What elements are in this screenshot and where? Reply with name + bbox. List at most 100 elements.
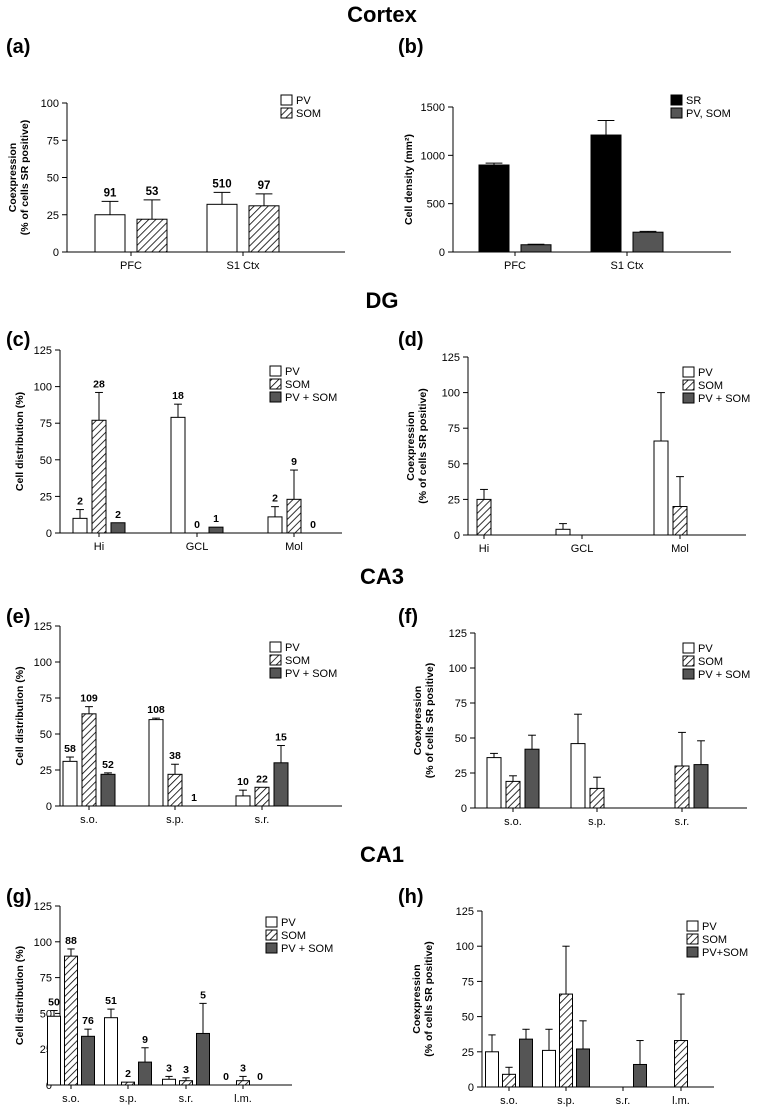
x-tick-label: s.o. [504, 816, 522, 828]
y-tick-label: 25 [47, 210, 59, 222]
bar [47, 1015, 61, 1086]
x-tick-label: S1 Ctx [226, 260, 260, 272]
data-label: 0 [310, 519, 316, 531]
legend-swatch [682, 392, 695, 404]
legend-entry: PV + SOM [698, 669, 750, 681]
legend-swatch [682, 668, 695, 680]
y-tick-label: 100 [34, 657, 52, 669]
legend-swatch [682, 642, 695, 654]
x-tick-label: l.m. [672, 1095, 690, 1107]
legend-entry: SOM [281, 930, 306, 942]
y-tick-label: 0 [53, 247, 59, 259]
section-title-cortex: Cortex [347, 2, 417, 27]
x-tick-label: l.m. [234, 1093, 252, 1105]
data-label: 2 [77, 496, 83, 508]
bar [94, 214, 126, 253]
legend-swatch [265, 942, 278, 954]
bar [162, 1078, 176, 1086]
bar [138, 1061, 152, 1086]
bar [91, 419, 107, 534]
bar [100, 773, 116, 807]
bar [485, 1051, 499, 1088]
data-label: 3 [183, 1064, 189, 1076]
data-label: 2 [272, 493, 278, 505]
legend-entry: PV [702, 921, 717, 933]
data-label: 9 [291, 456, 297, 468]
bar [254, 786, 270, 807]
data-label: 109 [80, 693, 98, 705]
bar [62, 760, 78, 807]
legend-entry: PV [698, 367, 713, 379]
legend-swatch [265, 929, 278, 941]
y-tick-label: 125 [34, 345, 52, 357]
legend-entry: SOM [296, 108, 321, 120]
y-tick-label: 25 [462, 1047, 474, 1059]
y-tick-label: 0 [468, 1082, 474, 1094]
data-label: 97 [258, 180, 271, 192]
data-label: 22 [256, 773, 268, 785]
chart-b: (b) 0 500 1000 1500 Cell density (mm²) PFC S1 C… [398, 36, 731, 272]
legend-swatch [682, 379, 695, 391]
bar [235, 795, 251, 807]
y-axis-label: Coexpression [412, 686, 424, 755]
chart-f: (f) 0 25 50 75 100 125 Coexpression (% of cells … [398, 606, 750, 828]
bar [248, 205, 280, 253]
y-tick-label: 75 [448, 423, 460, 435]
legend-swatch [269, 391, 282, 403]
y-tick-label: 75 [455, 698, 467, 710]
bar [524, 748, 540, 809]
legend-entry: PV [281, 917, 296, 929]
chart-e: (e) 0 25 50 75 100 125 Cell distribution (%) s.o… [6, 606, 342, 826]
y-tick-label: 25 [448, 494, 460, 506]
y-tick-label: 100 [449, 663, 467, 675]
y-tick-label: 1500 [421, 102, 445, 114]
legend-swatch [269, 667, 282, 679]
panel-label-a: (a) [6, 36, 30, 58]
data-label: 50 [48, 997, 60, 1009]
chart-d: (d) 0 25 50 75 100 125 Coexpression (% of cells … [398, 329, 750, 555]
x-tick-label: s.p. [166, 814, 184, 826]
bar [136, 218, 168, 253]
data-label: 0 [194, 519, 200, 531]
bar [110, 522, 126, 534]
y-tick-label: 0 [46, 1080, 52, 1092]
bar [196, 1032, 210, 1086]
legend-swatch [682, 655, 695, 667]
chart-h: (h) 0 25 50 75 100 125 Coexpression (% of cells … [398, 886, 748, 1107]
y-tick-label: 100 [41, 98, 59, 110]
y-tick-label: 50 [47, 173, 59, 185]
data-label: 53 [146, 186, 159, 198]
bar [104, 1017, 118, 1086]
legend-entry: SOM [698, 380, 723, 392]
legend-entry: PV, SOM [686, 108, 731, 120]
legend-entry: PV+SOM [702, 947, 748, 959]
y-axis-label: Cell distribution (%) [14, 392, 26, 491]
y-tick-label: 50 [448, 459, 460, 471]
panel-label-d: (d) [398, 329, 424, 351]
legend-entry: PV [285, 642, 300, 654]
y-tick-label: 75 [40, 973, 52, 985]
y-tick-label: 50 [40, 729, 52, 741]
x-tick-label: s.p. [557, 1095, 575, 1107]
bar [693, 764, 709, 809]
legend-entry: PV [698, 643, 713, 655]
data-label: 1 [213, 513, 219, 525]
panel-label-f: (f) [398, 606, 418, 628]
data-label: 18 [172, 390, 184, 402]
x-tick-label: Mol [671, 543, 689, 555]
legend-entry: SR [686, 95, 701, 107]
bar [476, 498, 492, 536]
y-axis-label: (% of cells SR positive) [424, 663, 436, 779]
y-tick-label: 50 [455, 733, 467, 745]
y-tick-label: 50 [462, 1012, 474, 1024]
bar [632, 231, 664, 253]
bar [576, 1048, 590, 1088]
chart-a: (a) 0 25 50 75 100 Coexpression (% of cells SR … [6, 36, 345, 272]
legend-swatch [265, 916, 278, 928]
bar [121, 1081, 135, 1086]
y-tick-label: 125 [34, 901, 52, 913]
y-axis-label: Cell distribution (%) [14, 666, 26, 765]
